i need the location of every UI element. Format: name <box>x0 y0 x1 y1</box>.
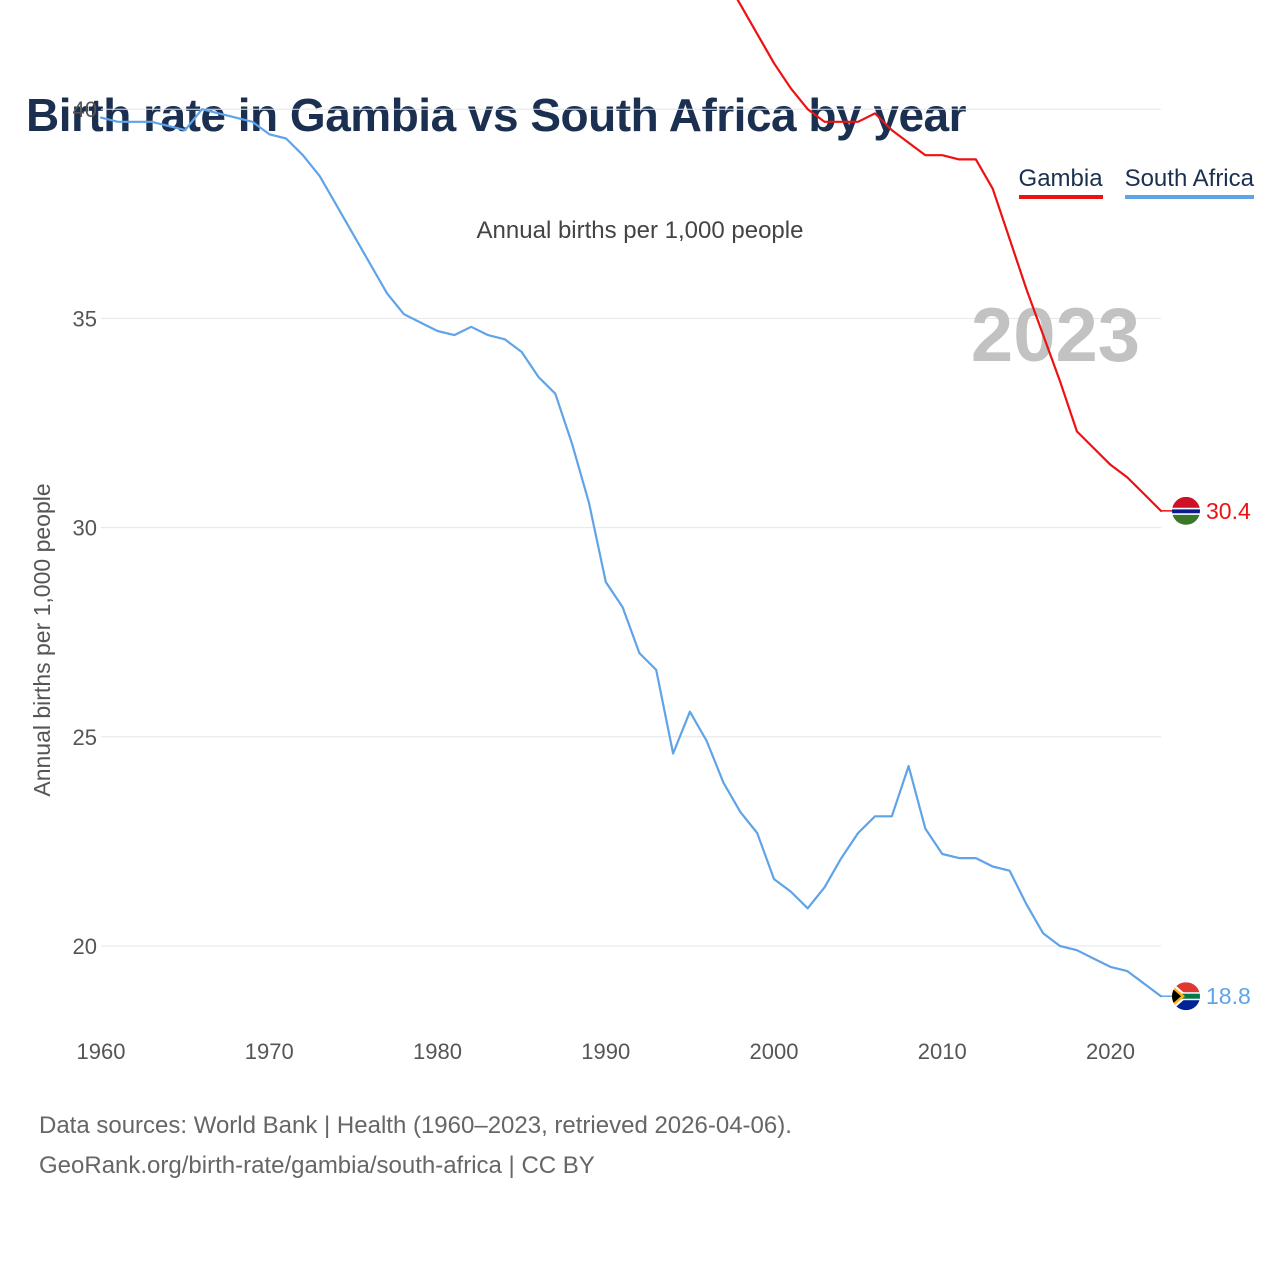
footer: Data sources: World Bank | Health (1960–… <box>39 1106 792 1186</box>
series-line-gambia <box>736 0 1163 512</box>
y-tick-label-20: 20 <box>73 934 97 959</box>
x-tick-label-2000: 2000 <box>750 1039 799 1064</box>
y-tick-label-40: 40 <box>73 97 97 122</box>
chart-subtitle: Annual births per 1,000 people <box>476 217 804 244</box>
series-line-south-africa <box>99 108 1163 998</box>
end-value-label-gambia: 30.4 <box>1206 498 1251 524</box>
end-value-label-south-africa: 18.8 <box>1206 983 1251 1009</box>
data-source-note: Data sources: World Bank | Health (1960–… <box>39 1112 792 1139</box>
line-chart: 2025303540455019601970198019902000201020… <box>29 0 1251 1064</box>
x-tick-label-1980: 1980 <box>413 1039 462 1064</box>
y-axis-title: Annual births per 1,000 people <box>29 483 55 796</box>
legend-item-gambia[interactable]: Gambia <box>1018 165 1103 199</box>
x-tick-label-2010: 2010 <box>918 1039 967 1064</box>
year-watermark: 2023 <box>971 293 1140 378</box>
legend-item-south-africa[interactable]: South Africa <box>1124 165 1254 199</box>
flag-south-africa-icon <box>1172 982 1200 1011</box>
y-tick-label-25: 25 <box>73 725 97 750</box>
x-tick-label-1970: 1970 <box>245 1039 294 1064</box>
chart-title: Birth rate in Gambia vs South Africa by … <box>26 89 967 141</box>
y-tick-label-30: 30 <box>73 516 97 541</box>
x-tick-label-2020: 2020 <box>1086 1039 1135 1064</box>
x-tick-label-1990: 1990 <box>581 1039 630 1064</box>
y-tick-label-35: 35 <box>73 306 97 331</box>
flag-gambia-icon <box>1172 496 1200 525</box>
legend: Gambia South Africa <box>1018 165 1254 199</box>
x-tick-label-1960: 1960 <box>77 1039 126 1064</box>
source-url[interactable]: GeoRank.org/birth-rate/gambia/south-afri… <box>39 1152 595 1179</box>
